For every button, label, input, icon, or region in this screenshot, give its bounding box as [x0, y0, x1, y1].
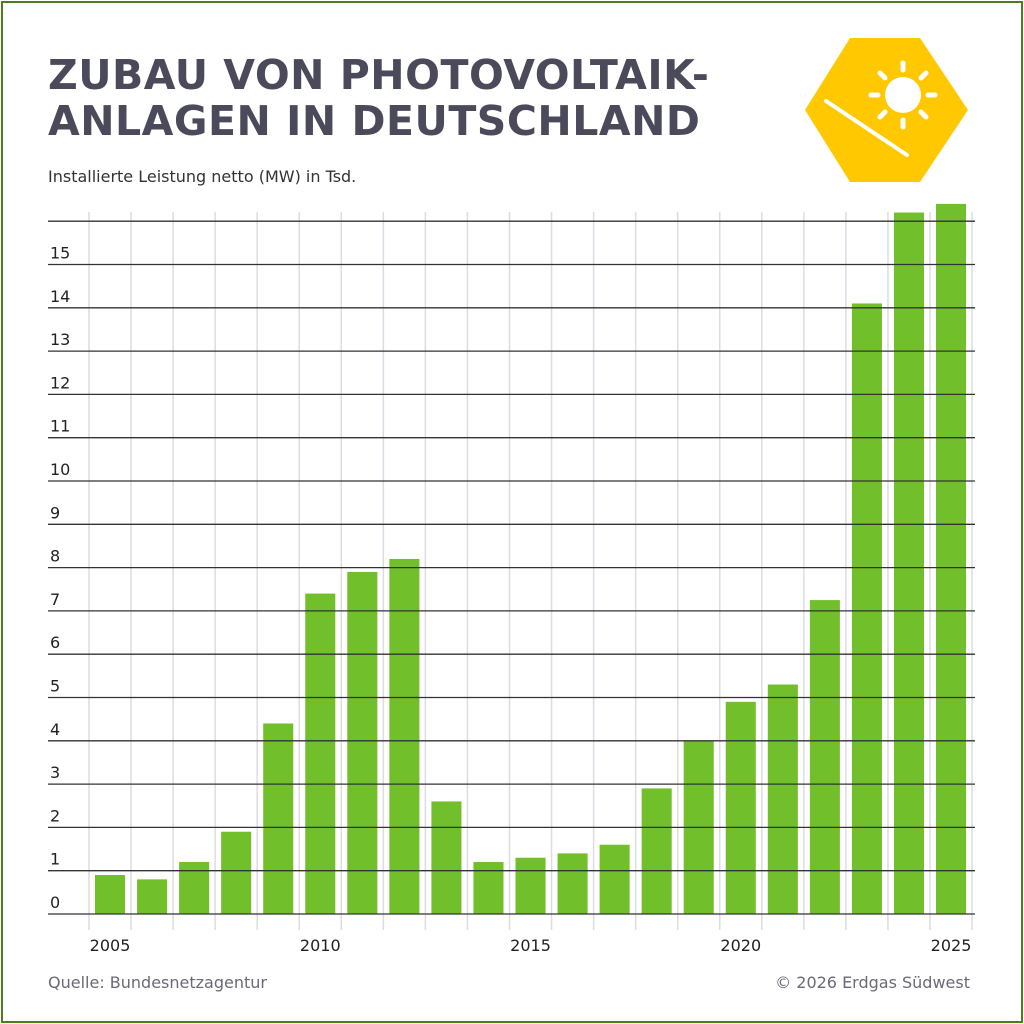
y-tick-label: 12	[50, 373, 70, 392]
bar-2007	[179, 862, 210, 914]
bar-2021	[767, 684, 798, 914]
y-tick-label: 10	[50, 460, 70, 479]
bar-2020	[725, 701, 756, 914]
bar-2014	[473, 862, 504, 914]
y-tick-label: 7	[50, 590, 60, 609]
copyright-note: © 2026 Erdgas Südwest	[775, 973, 970, 992]
x-tick-label: 2020	[720, 936, 761, 955]
y-tick-label: 15	[50, 244, 70, 263]
y-tick-label: 0	[50, 893, 60, 912]
y-tick-label: 4	[50, 720, 60, 739]
bar-2012	[389, 558, 420, 914]
sun-solar-panel-hexagon-icon	[805, 38, 968, 182]
y-tick-label: 2	[50, 806, 60, 825]
bar-2009	[263, 723, 294, 914]
x-tick-label: 2025	[931, 936, 972, 955]
x-tick-label: 2010	[300, 936, 341, 955]
bar-2018	[641, 788, 672, 914]
bar-2023	[851, 303, 882, 915]
y-tick-label: 11	[50, 417, 70, 436]
y-tick-label: 14	[50, 287, 70, 306]
y-tick-label: 1	[50, 850, 60, 869]
chart-subtitle: Installierte Leistung netto (MW) in Tsd.	[48, 167, 357, 186]
bar-2006	[137, 879, 168, 914]
title-line-1: ZUBAU VON PHOTOVOLTAIK-	[48, 51, 710, 99]
y-tick-label: 8	[50, 547, 60, 566]
y-tick-label: 5	[50, 677, 60, 696]
y-tick-label: 3	[50, 763, 60, 782]
bar-2008	[221, 831, 252, 914]
bar-2013	[431, 801, 462, 914]
y-tick-label: 13	[50, 330, 70, 349]
y-tick-label: 9	[50, 503, 60, 522]
y-tick-label: 6	[50, 633, 60, 652]
x-tick-label: 2015	[510, 936, 551, 955]
bar-2024	[893, 212, 924, 915]
bar-2010	[305, 593, 336, 914]
chart-title: ZUBAU VON PHOTOVOLTAIK- ANLAGEN IN DEUTS…	[48, 52, 709, 144]
bar-2005	[95, 875, 126, 914]
bar-2016	[557, 853, 588, 914]
bar-2017	[599, 844, 630, 914]
source-note: Quelle: Bundesnetzagentur	[48, 973, 267, 992]
bar-2011	[347, 571, 378, 914]
title-line-2: ANLAGEN IN DEUTSCHLAND	[48, 97, 701, 145]
x-tick-label: 2005	[90, 936, 131, 955]
bar-2025	[936, 203, 967, 914]
bar-2015	[515, 857, 546, 914]
bar-2022	[809, 600, 840, 914]
